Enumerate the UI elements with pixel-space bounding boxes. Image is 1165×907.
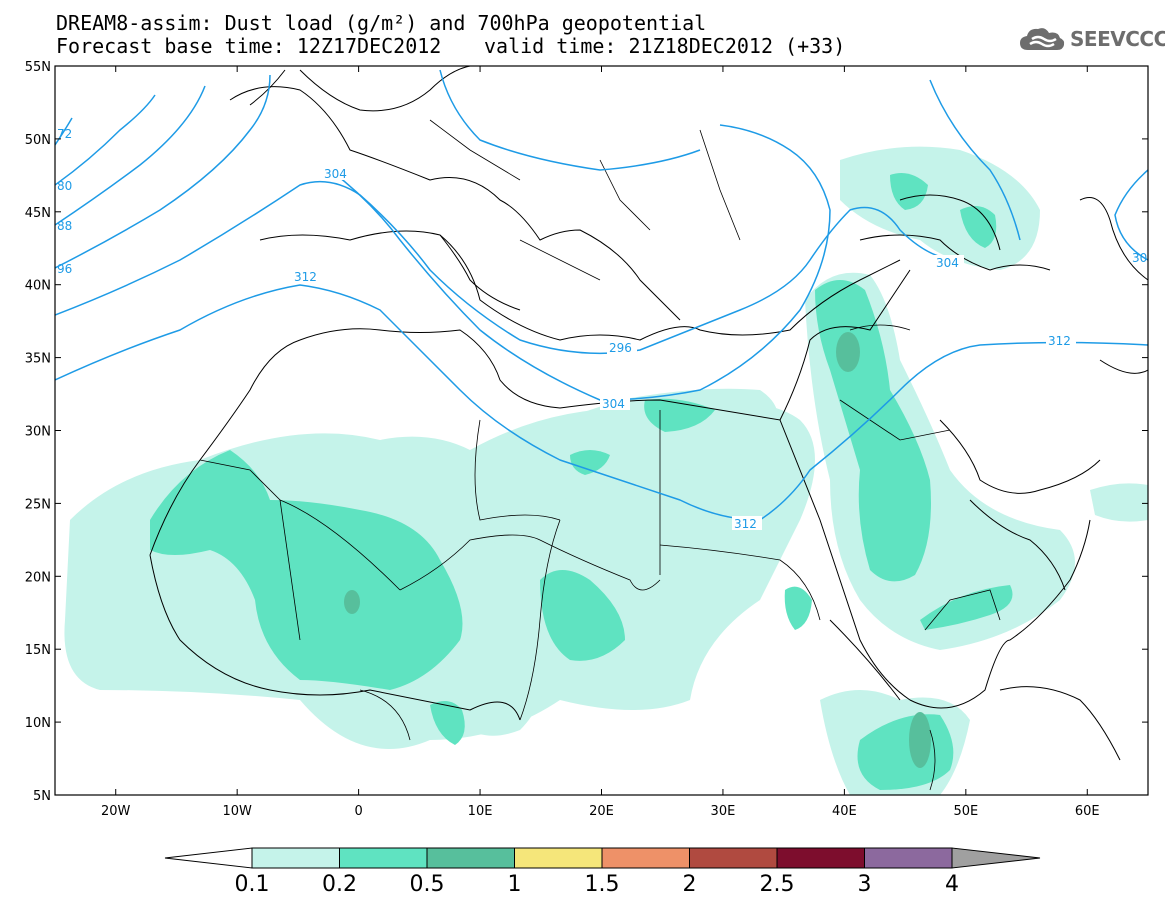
contour-label: 72 [57,127,72,141]
colorbar-segment [864,847,953,869]
colorbar-tick-label: 4 [945,872,959,897]
colorbar-tick-label: 0.2 [322,872,357,897]
contour-label: 88 [57,219,72,233]
dust-level-0-5 [344,332,931,768]
colorbar-segment [514,847,603,869]
lon-label: 30E [711,804,736,819]
lon-label: 10E [468,804,493,819]
forecast-base-time: Forecast base time: 12Z17DEC2012 [56,34,442,58]
contour-label: 296 [609,341,632,355]
geopotential-contours [55,69,1148,521]
latitude-axis: 55N 50N 45N 40N 35N 30N 25N 20N 15N 10N 5N [25,60,1148,804]
colorbar-segment [601,847,690,869]
dust-fields [64,146,1148,795]
lon-label: 50E [953,804,978,819]
cloud-icon [1020,28,1065,50]
colorbar-segment [776,847,865,869]
lat-label: 5N [33,789,51,804]
colorbar-tick-label: 0.5 [410,872,445,897]
contour-label: 312 [1048,334,1071,348]
lat-label: 55N [25,60,51,75]
lat-label: 25N [25,497,51,512]
colorbar-left-arrow [164,847,253,869]
contour-label: 312 [294,270,317,284]
colorbar-tick-label: 1 [508,872,522,897]
colorbar-segment [426,847,515,869]
contour-label: 304 [324,167,347,181]
contour-label: 96 [57,262,72,276]
colorbar-segment [251,847,340,869]
colorbar-right-arrow [951,847,1041,869]
contour-label: 80 [57,179,72,193]
lat-label: 40N [25,279,51,294]
lat-label: 45N [25,206,51,221]
colorbar-tick-label: 0.1 [235,872,270,897]
colorbar-tick-label: 1.5 [585,872,620,897]
lat-label: 10N [25,716,51,731]
logo-text: SEEVCCC [1070,27,1165,51]
contour-label: 304 [936,256,959,270]
colorbar-tick-label: 2 [683,872,697,897]
lat-label: 30N [25,425,51,440]
contour-label: 304 [602,397,625,411]
valid-time: valid time: 21Z18DEC2012 (+33) [484,34,846,58]
lon-label: 20E [589,804,614,819]
chart-title: DREAM8-assim: Dust load (g/m²) and 700hP… [56,11,707,35]
contour-labels: 304 312 296 304 312 304 312 80 88 96 72 … [57,127,1147,531]
lon-label: 40E [832,804,857,819]
lon-label: 0 [354,804,362,819]
colorbar-tick-label: 3 [858,872,872,897]
lon-label: 60E [1075,804,1100,819]
colorbar-segment [689,847,778,869]
contour-label: 312 [734,517,757,531]
lat-label: 50N [25,133,51,148]
coastlines [149,66,1148,761]
colorbar-tick-label: 2.5 [760,872,795,897]
lon-label: 20W [101,804,131,819]
longitude-axis: 20W 10W 0 10E 20E 30E 40E 50E 60E [101,66,1100,819]
lat-label: 35N [25,352,51,367]
lat-label: 20N [25,570,51,585]
country-borders [199,119,1001,791]
seevccc-logo: SEEVCCC [1018,26,1165,52]
colorbar-segment [339,847,428,869]
lon-label: 10W [222,804,252,819]
contour-label: 30 [1132,251,1147,265]
colorbar: 0.1 0.2 0.5 1 1.5 2 2.5 3 4 [164,847,1041,897]
lat-label: 15N [25,643,51,658]
